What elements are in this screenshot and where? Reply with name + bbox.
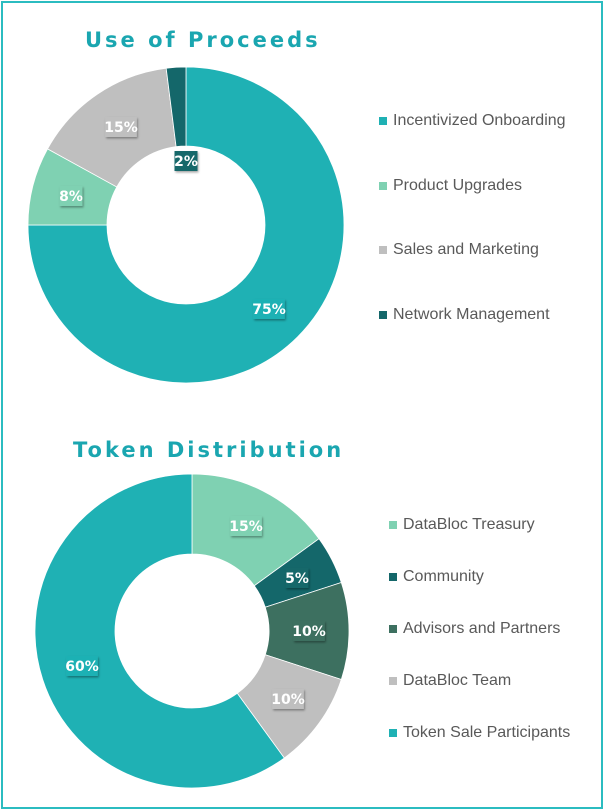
legend-swatch	[389, 677, 397, 685]
legend-item-community: Community	[389, 568, 484, 586]
data-label-network-management: 2%	[174, 151, 198, 171]
data-label-text: 15%	[104, 120, 138, 136]
legend-label: DataBloc Team	[403, 672, 512, 689]
data-label-community: 5%	[285, 568, 309, 588]
slice-token-sale-participants	[34, 473, 285, 789]
legend-swatch	[389, 573, 397, 581]
legend-swatch	[379, 310, 387, 319]
legend-label: Network Management	[393, 305, 550, 323]
slice-network-management	[165, 66, 187, 148]
data-label-product-upgrades: 8%	[59, 186, 83, 206]
legend-label: DataBloc Treasury	[403, 516, 535, 533]
legend-label: Sales and Marketing	[393, 241, 539, 258]
legend-swatch	[379, 181, 387, 190]
legend-swatch	[379, 117, 387, 125]
legend-item-databloc-team: DataBloc Team	[389, 672, 511, 690]
data-label-text: 10%	[271, 692, 305, 708]
legend-swatch	[389, 521, 397, 529]
donut-chart-use-of-proceeds: 75% 8% 15% 2%	[27, 66, 345, 384]
data-label-sales-and-marketing: 15%	[104, 117, 138, 137]
data-label-databloc-team: 10%	[271, 689, 305, 709]
legend-item-incentivized-onboarding: Incentivized Onboarding	[379, 112, 566, 130]
legend-item-sales-and-marketing: Sales and Marketing	[379, 241, 539, 259]
data-label-text: 10%	[292, 624, 326, 640]
legend-item-token-sale-participants: Token Sale Participants	[389, 724, 570, 742]
legend-label: Token Sale Participants	[403, 724, 571, 741]
data-label-text: 8%	[59, 189, 83, 205]
legend-swatch	[389, 625, 397, 633]
data-label-text: 15%	[229, 519, 263, 535]
legend-swatch	[379, 246, 387, 254]
data-label-incentivized-onboarding: 75%	[252, 299, 286, 319]
legend-label: Community	[403, 568, 484, 585]
legend-item-advisors-and-partners: Advisors and Partners	[389, 620, 560, 638]
legend-item-product-upgrades: Product Upgrades	[379, 177, 522, 195]
legend-item-databloc-treasury: DataBloc Treasury	[389, 516, 535, 534]
legend-label: Incentivized Onboarding	[393, 112, 566, 129]
chart-title-use-of-proceeds: Use of Proceeds	[85, 28, 321, 52]
legend-label: Advisors and Partners	[403, 620, 561, 637]
data-label-text: 75%	[252, 302, 286, 318]
data-label-token-sale-participants: 60%	[65, 656, 99, 676]
chart-title-token-distribution: Token Distribution	[73, 438, 345, 462]
data-label-text: 5%	[285, 571, 309, 587]
data-label-databloc-treasury: 15%	[229, 516, 263, 536]
data-label-text: 60%	[65, 659, 99, 675]
data-label-advisors-and-partners: 10%	[292, 621, 326, 641]
legend-swatch	[389, 729, 397, 737]
data-label-text: 2%	[174, 154, 198, 170]
legend-item-network-management: Network Management	[379, 306, 550, 324]
donut-chart-token-distribution: 15% 5% 10% 10% 60%	[34, 473, 350, 789]
legend-label: Product Upgrades	[393, 176, 522, 194]
